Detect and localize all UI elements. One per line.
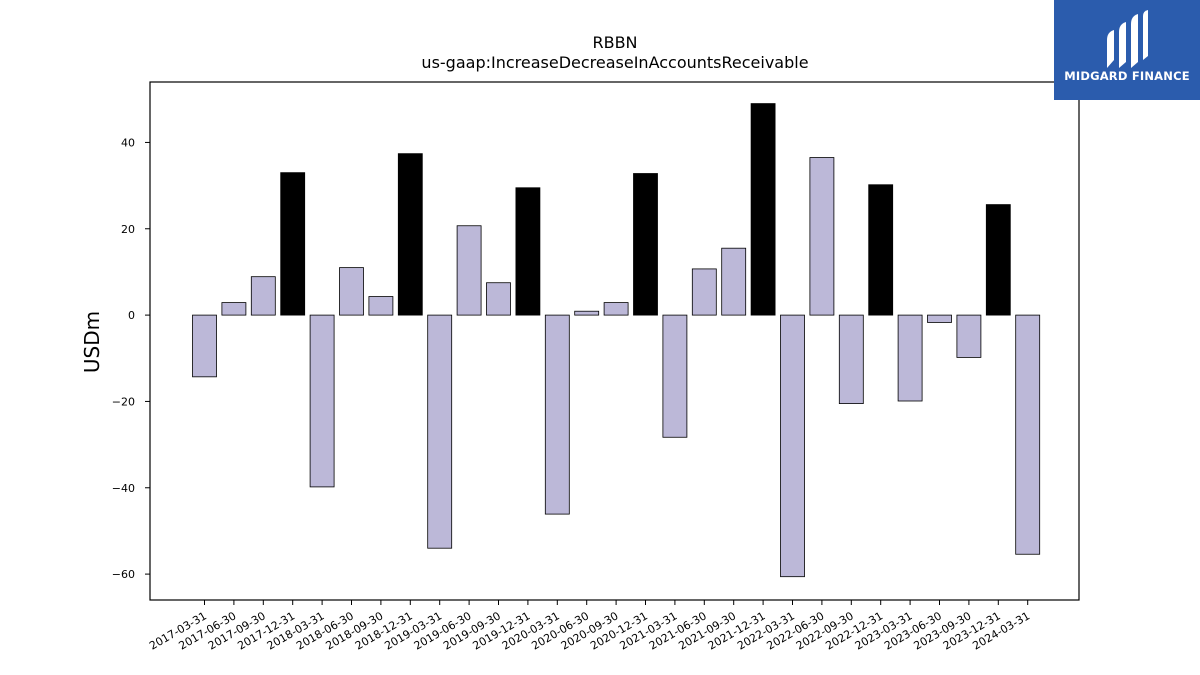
bar-2022-06-30	[809, 157, 835, 316]
bar-2022-09-30	[838, 314, 864, 404]
bar-2023-12-31	[985, 204, 1011, 316]
bar-2021-09-30	[721, 247, 747, 316]
bar-2020-09-30	[603, 302, 629, 316]
y-tick-label: −40	[112, 482, 135, 495]
bar-2017-06-30	[221, 302, 247, 316]
bar-2021-06-30	[691, 268, 717, 316]
y-tick-label: −20	[112, 395, 135, 408]
y-tick-label: 0	[128, 309, 135, 322]
bar-2023-09-30	[956, 314, 982, 358]
bar-2017-12-31	[280, 172, 306, 316]
bar-2024-03-31	[1015, 314, 1041, 555]
plot-area	[149, 81, 1080, 601]
bar-2018-06-30	[339, 267, 364, 316]
chart-title: RBBN	[592, 33, 637, 52]
bar-2018-12-31	[397, 153, 423, 316]
bar-2023-03-31	[897, 314, 923, 402]
y-tick-label: 40	[121, 136, 135, 149]
bar-2020-03-31	[544, 314, 570, 515]
bar-2020-06-30	[574, 310, 600, 316]
bar-2019-06-30	[456, 225, 482, 316]
bar-2018-03-31	[309, 314, 335, 488]
bar-2019-09-30	[486, 282, 511, 316]
chart-subtitle: us-gaap:IncreaseDecreaseInAccountsReceiv…	[421, 53, 808, 72]
bar-2017-03-31	[192, 314, 217, 378]
bar-2021-03-31	[662, 314, 688, 438]
midgard-finance-logo: MIDGARD FINANCE	[1054, 0, 1200, 100]
bar-2021-12-31	[750, 103, 776, 316]
logo-text: MIDGARD FINANCE	[1064, 69, 1190, 83]
bar-2019-12-31	[515, 187, 541, 316]
bar-2019-03-31	[427, 314, 453, 549]
bar-2020-12-31	[633, 173, 658, 316]
y-tick-label: −60	[112, 568, 135, 581]
y-axis-label: USDm	[80, 311, 104, 373]
bar-2017-09-30	[250, 276, 276, 316]
y-tick-label: 20	[121, 223, 135, 236]
midgard-logo-mark-icon	[1107, 10, 1148, 68]
bar-2022-03-31	[780, 314, 805, 578]
bar-2018-09-30	[368, 296, 394, 316]
bar-2022-12-31	[868, 184, 894, 316]
bar-2023-06-30	[927, 314, 952, 323]
